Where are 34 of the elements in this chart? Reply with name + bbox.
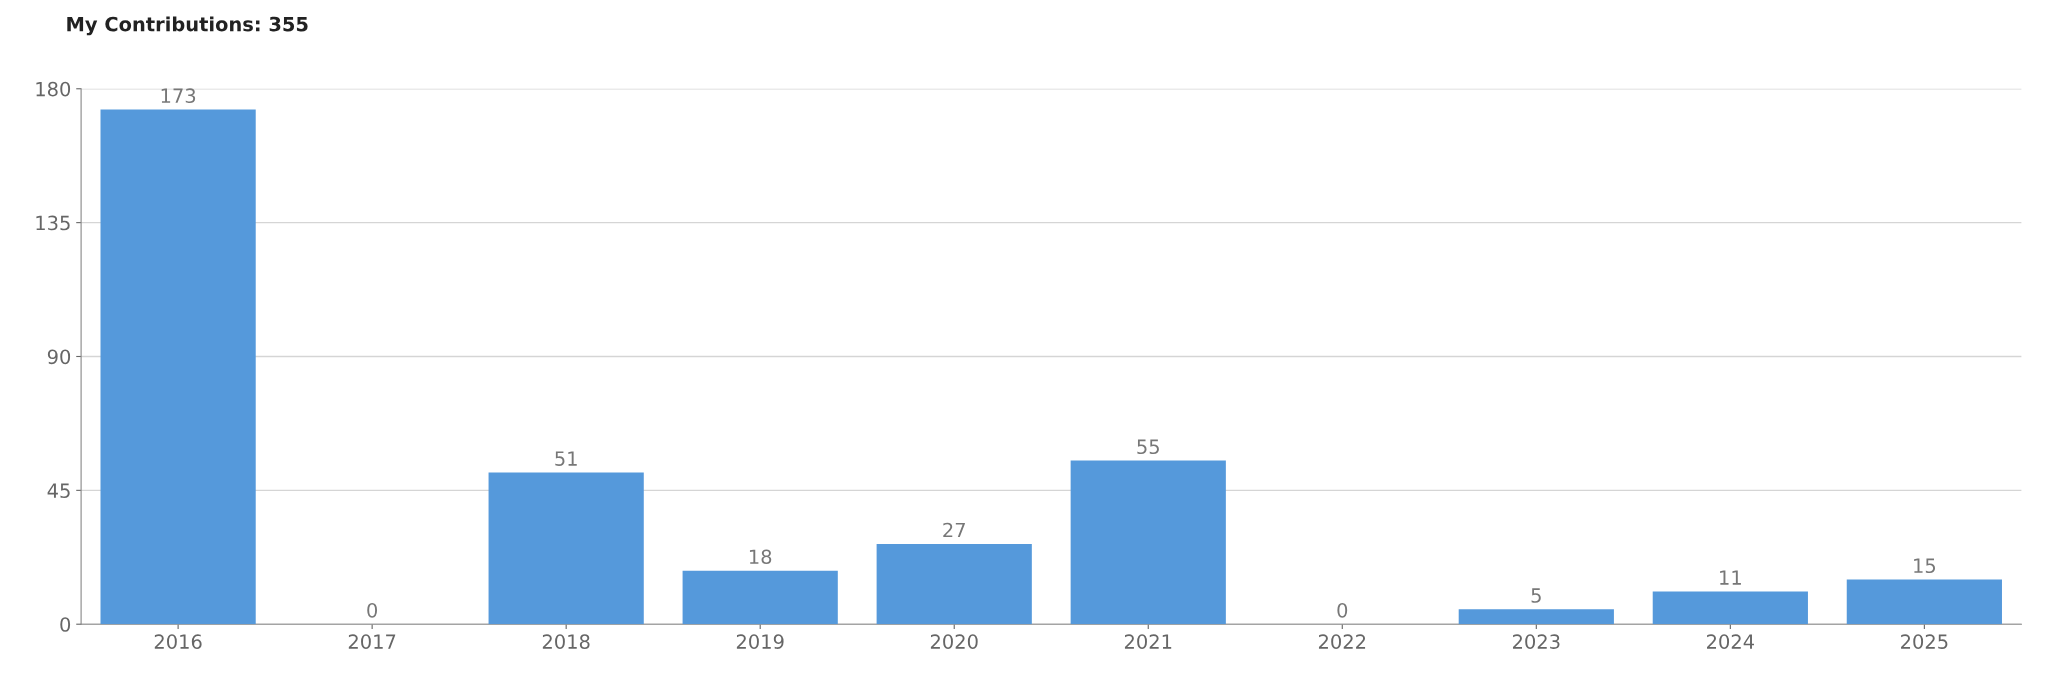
data-label: 11	[1720, 570, 1741, 585]
x-tick-label: 2020	[930, 634, 978, 649]
bar	[1652, 591, 1808, 625]
x-tick-label: 2019	[736, 634, 784, 649]
x-tick-label: 2017	[348, 634, 396, 649]
bar	[1458, 609, 1614, 625]
data-label: 18	[749, 549, 772, 565]
chart-title: My Contributions: 355	[67, 16, 308, 36]
data-label: 173	[161, 88, 196, 104]
data-label: 15	[1914, 558, 1936, 574]
y-tick-label: 45	[47, 483, 70, 499]
data-label: 55	[1137, 439, 1159, 455]
x-tick-label: 2018	[542, 634, 590, 649]
data-label: 0	[1337, 602, 1348, 618]
bar	[682, 570, 838, 625]
x-tick-label: 2021	[1124, 634, 1172, 649]
data-label: 0	[367, 602, 378, 618]
x-tick-label: 2022	[1318, 634, 1366, 649]
x-tick-label: 2024	[1707, 634, 1754, 649]
x-tick-label: 2025	[1901, 634, 1948, 649]
y-tick-label: 0	[60, 617, 71, 632]
bar	[100, 109, 256, 625]
y-tick-label: 135	[36, 215, 70, 231]
bar	[1846, 579, 2002, 625]
y-tick-label: 90	[47, 349, 71, 365]
data-label: 51	[555, 451, 577, 466]
data-label: 5	[1531, 588, 1541, 603]
bar	[1070, 460, 1226, 625]
bar	[488, 472, 644, 625]
x-tick-label: 2023	[1512, 634, 1560, 649]
bar	[876, 543, 1032, 625]
data-label: 27	[943, 522, 965, 538]
y-tick-label: 180	[36, 81, 71, 97]
x-tick-label: 2016	[154, 634, 202, 649]
